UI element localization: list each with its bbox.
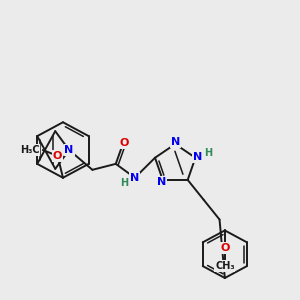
Text: N: N — [64, 145, 74, 155]
Text: N: N — [130, 173, 140, 183]
Text: N: N — [193, 152, 202, 162]
Text: O: O — [53, 151, 62, 161]
Text: O: O — [120, 138, 129, 148]
Text: CH₃: CH₃ — [215, 261, 235, 271]
Text: N: N — [157, 177, 166, 187]
Text: N: N — [171, 137, 180, 147]
Text: H: H — [120, 178, 128, 188]
Text: H: H — [204, 148, 212, 158]
Text: H₃C: H₃C — [20, 145, 40, 155]
Text: O: O — [220, 243, 230, 253]
